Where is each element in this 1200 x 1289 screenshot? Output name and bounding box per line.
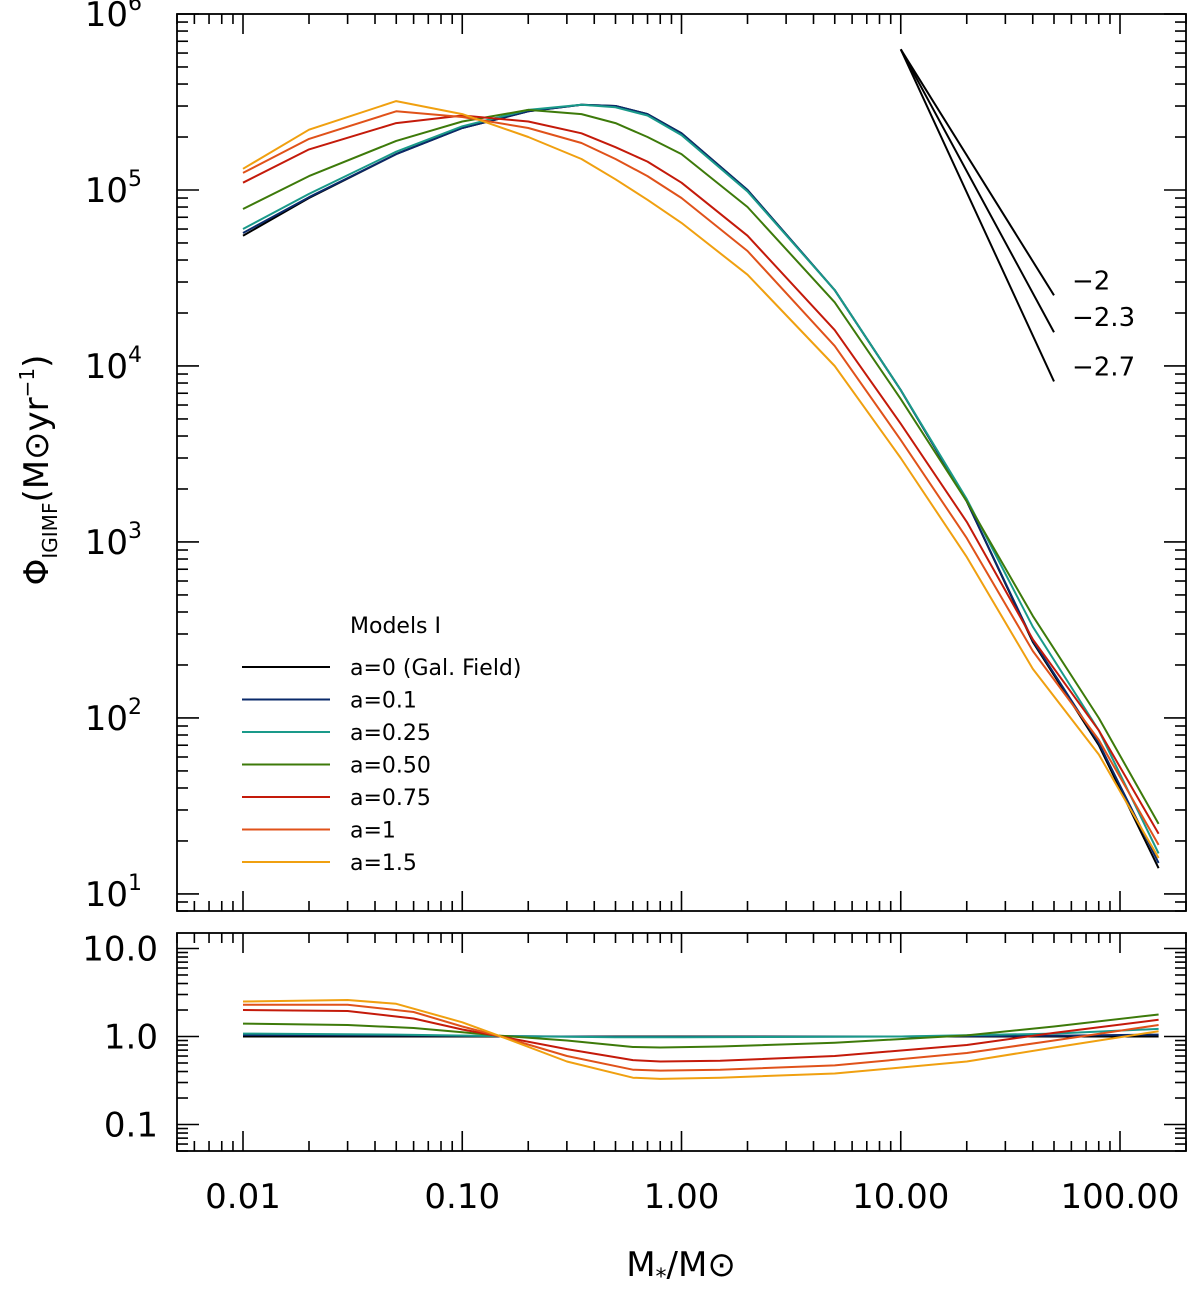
legend-label: a=1.5 xyxy=(350,851,417,876)
y-tick-label: 106 xyxy=(85,0,142,35)
series-line xyxy=(242,110,1160,846)
ratio-line xyxy=(243,1003,1159,1072)
slope-guide-line xyxy=(899,48,1055,333)
slope-label: −2 xyxy=(1072,266,1110,296)
y-tick-label: 1.0 xyxy=(104,1018,158,1058)
legend-label: a=0 (Gal. Field) xyxy=(350,656,521,681)
legend-title: Models I xyxy=(350,614,441,639)
legend-items: a=0 (Gal. Field) a=0.1 a=0.25 a=0.50 a=0.75 a… xyxy=(242,656,521,876)
ratio-line xyxy=(242,999,1159,1080)
legend-label: a=0.1 xyxy=(350,689,417,714)
x-tick-label: 1.00 xyxy=(644,1177,720,1217)
y-axis-label: ΦIGIMF(M⊙yr−1) xyxy=(15,355,62,586)
x-tick-label: 0.10 xyxy=(424,1177,500,1217)
ratio-line xyxy=(242,1027,1159,1039)
ratio-line xyxy=(242,1009,1159,1063)
legend-label: a=0.25 xyxy=(350,721,431,746)
top-y-tick-labels: 101 102 103 104 105 106 xyxy=(85,0,142,915)
series-line xyxy=(242,108,1160,825)
legend: Models I a=0 (Gal. Field) a=0.1 a=0.25 a=0.… xyxy=(242,614,521,876)
slope-label: −2.3 xyxy=(1072,303,1135,333)
x-tick-label: 10.00 xyxy=(852,1177,949,1217)
top-plot-frame xyxy=(176,13,1187,912)
bottom-y-tick-labels: 0.1 1.0 10.0 xyxy=(82,929,158,1145)
y-tick-label: 104 xyxy=(85,343,142,387)
slope-label: −2.7 xyxy=(1072,352,1135,382)
legend-label: a=1 xyxy=(350,819,396,844)
y-tick-label: 10.0 xyxy=(82,929,158,969)
ratio-line xyxy=(242,1013,1159,1049)
top-ticks xyxy=(176,13,1187,912)
y-tick-label: 102 xyxy=(85,695,142,739)
bottom-ticks xyxy=(176,933,1187,1152)
top-series xyxy=(242,100,1160,869)
slope-guide-line xyxy=(899,48,1055,382)
x-tick-label: 0.01 xyxy=(205,1177,281,1217)
series-line xyxy=(242,114,1160,835)
slope-guide-line xyxy=(899,48,1055,296)
legend-label: a=0.50 xyxy=(350,754,431,779)
bottom-panel: 0.1 1.0 10.0 0.01 0.10 1.00 10.00 100.00 M*/M⊙ xyxy=(82,929,1187,1289)
y-tick-label: 0.1 xyxy=(104,1106,158,1146)
slope-guide: −2 −2.3 −2.7 xyxy=(899,48,1135,382)
series-line xyxy=(242,100,1160,859)
legend-label: a=0.75 xyxy=(350,786,431,811)
y-tick-label: 101 xyxy=(85,871,142,915)
bottom-series xyxy=(242,999,1159,1080)
series-line xyxy=(242,103,1160,854)
y-tick-label: 105 xyxy=(85,167,142,211)
bottom-plot-frame xyxy=(176,932,1187,1152)
x-tick-label: 100.00 xyxy=(1061,1177,1180,1217)
y-tick-label: 103 xyxy=(85,519,142,563)
top-panel: 101 102 103 104 105 106 −2 −2.3 −2.7 Models I a… xyxy=(15,0,1187,915)
series-line xyxy=(242,103,1160,864)
x-axis-label: M*/M⊙ xyxy=(626,1245,736,1289)
bottom-x-tick-labels: 0.01 0.10 1.00 10.00 100.00 xyxy=(205,1177,1179,1217)
